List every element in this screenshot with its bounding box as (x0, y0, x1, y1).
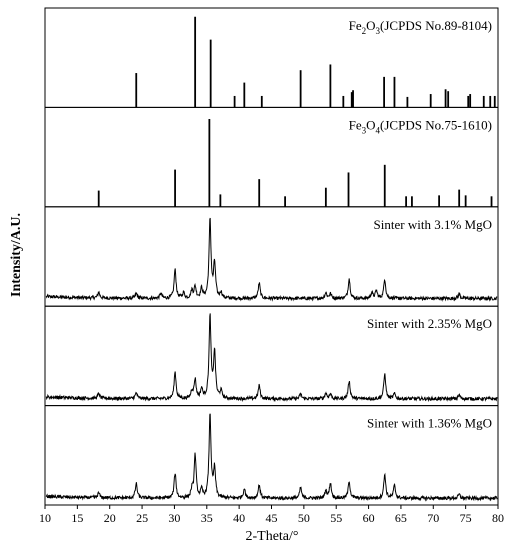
x-tick-label: 25 (136, 511, 148, 525)
x-tick-label: 40 (233, 511, 245, 525)
panel-label-part: (JCPDS No.89-8104) (380, 18, 492, 33)
x-tick-label: 45 (266, 511, 278, 525)
panel-0: Fe2O3(JCPDS No.89-8104) (44, 7, 499, 108)
x-tick-label: 60 (363, 511, 375, 525)
panel-3: Sinter with 2.35% MgO (44, 305, 499, 407)
panel-label-part: 3 (376, 26, 381, 36)
y-axis-title: Intensity/A.U. (9, 213, 24, 297)
x-tick-label: 10 (39, 511, 51, 525)
panel-label: Fe2O3(JCPDS No.89-8104) (349, 18, 492, 36)
diffraction-pattern (45, 413, 498, 502)
panel-label: Sinter with 3.1% MgO (374, 217, 492, 232)
x-tick-label: 55 (330, 511, 342, 525)
panel-2: Sinter with 3.1% MgO (44, 206, 499, 307)
diffraction-pattern (45, 217, 498, 302)
panel-label-part: 3 (362, 125, 367, 135)
x-tick-label: 50 (298, 511, 310, 525)
x-tick-label: 15 (71, 511, 83, 525)
panel-label-part: O (366, 18, 375, 33)
panel-1: Fe3O4(JCPDS No.75-1610) (44, 106, 499, 208)
panel-label-part: Fe (349, 117, 362, 132)
panel-label-part: 2 (362, 26, 367, 36)
x-tick-label: 20 (104, 511, 116, 525)
diffraction-pattern (45, 313, 498, 403)
x-tick-label: 70 (427, 511, 439, 525)
panel-label-part: 4 (376, 125, 381, 135)
x-tick-label: 80 (492, 511, 504, 525)
panel-4: Sinter with 1.36% MgO (44, 405, 499, 506)
x-tick-label: 35 (201, 511, 213, 525)
panel-label: Fe3O4(JCPDS No.75-1610) (349, 117, 492, 135)
panel-label: Sinter with 1.36% MgO (367, 416, 492, 431)
x-tick-label: 75 (460, 511, 472, 525)
x-axis: 10 15 20 25 30 35 40 45 50 55 60 65 70 75 80 (39, 505, 504, 525)
panel-label-part: (JCPDS No.75-1610) (380, 117, 492, 132)
panel-label: Sinter with 2.35% MgO (367, 316, 492, 331)
panel-label-part: Fe (349, 18, 362, 33)
x-tick-label: 30 (168, 511, 180, 525)
x-tick-label: 65 (395, 511, 407, 525)
x-axis-title: 2-Theta/° (245, 529, 298, 544)
panel-label-part: O (366, 117, 375, 132)
